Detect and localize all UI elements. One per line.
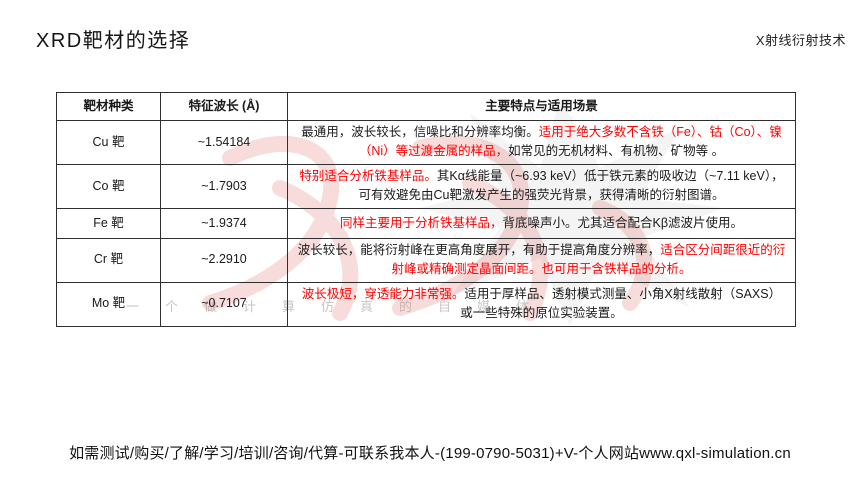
- target-material-table: 靶材种类 特征波长 (Å) 主要特点与适用场景 Cu 靶 ~1.54184 最通用，…: [56, 92, 796, 327]
- features-cell: 特别适合分析铁基样品。其Kα线能量（~6.93 keV）低于铁元素的吸收边（~7…: [287, 163, 796, 209]
- col-header-wavelength: 特征波长 (Å): [160, 92, 288, 121]
- feature-segment: 适合区分间距很近的衍射峰或精确测定晶面间距。也可用于含铁样品的分析。: [391, 242, 786, 277]
- col-header-target-type: 靶材种类: [56, 92, 161, 121]
- col-header-features: 主要特点与适用场景: [287, 92, 796, 121]
- footer-contact: 如需测试/购买/了解/学习/培训/咨询/代算-可联系我本人-(199-0790-…: [69, 445, 791, 462]
- feature-segment: 波长较长，能将衍射峰在更高角度展开，有助于提高角度分辨率，: [297, 242, 661, 257]
- target-name-cell: Cu 靶: [56, 120, 161, 165]
- wavelength-cell: ~2.2910: [160, 237, 288, 283]
- feature-segment: 适用于厚样品、透射模式测量、小角X射线散射（SAXS）或一些特殊的原位实验装置。: [460, 286, 782, 320]
- target-name-cell: Cr 靶: [56, 237, 161, 283]
- page-title: XRD靶材的选择: [36, 30, 191, 52]
- corner-label: X射线衍射技术: [755, 33, 846, 48]
- feature-segment: 同样主要用于分析铁基样品，: [339, 215, 503, 230]
- table-header: 靶材种类 特征波长 (Å) 主要特点与适用场景: [56, 92, 796, 121]
- feature-segment: 其Kα线能量（~6.93 keV）低于铁元素的吸收边（~7.11 keV），可有…: [358, 168, 784, 203]
- feature-segment: 适用于绝大多数不含铁（Fe）、钴（Co）、镍（Ni）等过渡金属的样品，: [358, 125, 782, 159]
- feature-segment: 最通用，波长较长，信噪比和分辨率均衡。: [301, 125, 539, 139]
- table-row: Mo 靶 ~0.7107 波长极短，穿透能力非常强。适用于厚样品、透射模式测量、小角…: [56, 281, 796, 327]
- feature-segment: 特别适合分析铁基样品。: [299, 168, 437, 183]
- features-cell: 同样主要用于分析铁基样品，背底噪声小。尤其适合配合Kβ滤波片使用。: [287, 207, 796, 239]
- table-row: Cr 靶 ~2.2910 波长较长，能将衍射峰在更高角度展开，有助于提高角度分辨率，…: [56, 237, 796, 283]
- feature-segment: 如常见的无机材料、有机物、矿物等 。: [508, 144, 725, 159]
- target-name-cell: Co 靶: [56, 163, 161, 209]
- wavelength-cell: ~0.7107: [160, 281, 288, 327]
- features-cell: 波长极短，穿透能力非常强。适用于厚样品、透射模式测量、小角X射线散射（SAXS）…: [287, 281, 796, 327]
- target-name-cell: Mo 靶: [56, 281, 161, 327]
- table-row: Co 靶 ~1.7903 特别适合分析铁基样品。其Kα线能量（~6.93 keV）低…: [56, 163, 796, 209]
- features-cell: 最通用，波长较长，信噪比和分辨率均衡。适用于绝大多数不含铁（Fe）、钴（Co）、…: [287, 120, 796, 165]
- target-name-cell: Fe 靶: [56, 207, 161, 239]
- wavelength-cell: ~1.54184: [160, 120, 288, 165]
- header-row: 靶材种类 特征波长 (Å) 主要特点与适用场景: [56, 92, 796, 121]
- table-row: Fe 靶 ~1.9374 同样主要用于分析铁基样品，背底噪声小。尤其适合配合Kβ滤波…: [56, 207, 796, 239]
- wavelength-cell: ~1.7903: [160, 163, 288, 209]
- wavelength-cell: ~1.9374: [160, 207, 288, 239]
- feature-segment: 波长极短，穿透能力非常强。: [301, 286, 465, 301]
- table-row: Cu 靶 ~1.54184 最通用，波长较长，信噪比和分辨率均衡。适用于绝大多数不含…: [56, 120, 796, 165]
- features-cell: 波长较长，能将衍射峰在更高角度展开，有助于提高角度分辨率，适合区分间距很近的衍射…: [287, 237, 796, 283]
- feature-segment: 背底噪声小。尤其适合配合Kβ滤波片使用。: [502, 215, 744, 230]
